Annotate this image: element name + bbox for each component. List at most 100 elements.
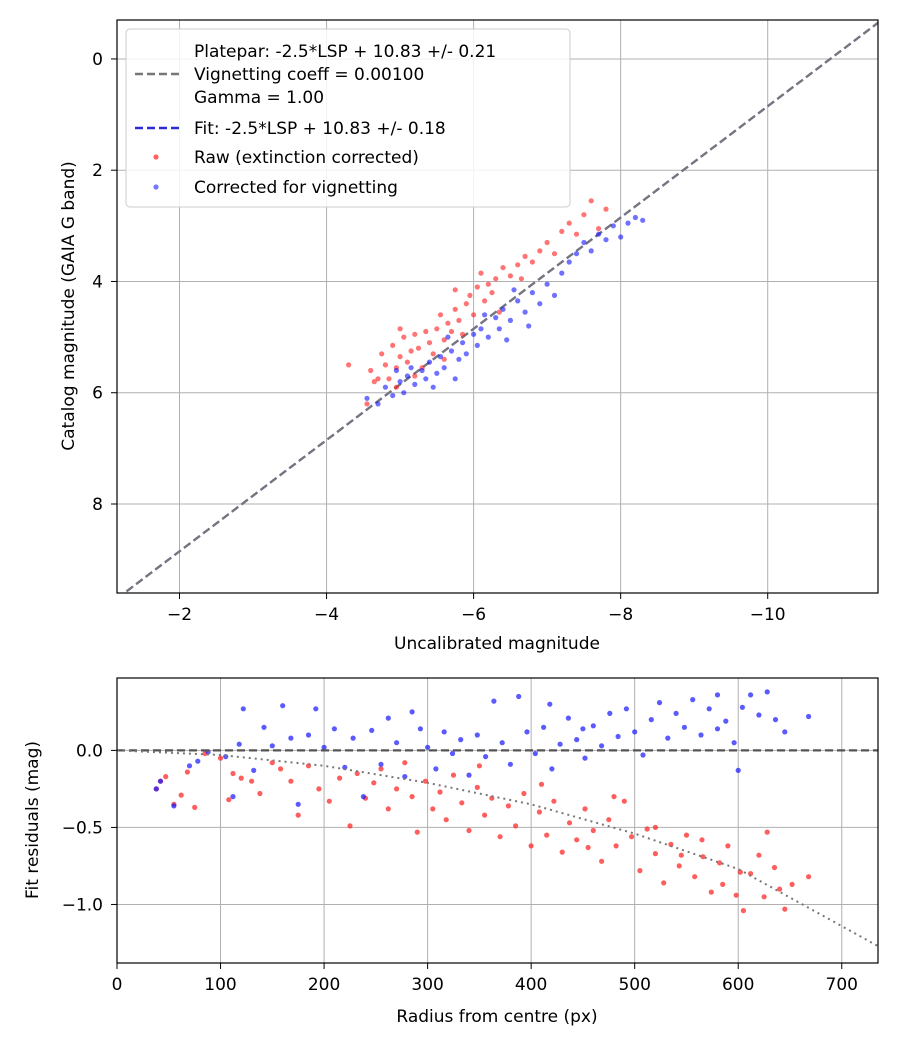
data-point xyxy=(522,309,528,315)
data-point xyxy=(652,824,659,831)
data-point xyxy=(404,373,410,379)
data-point xyxy=(236,741,242,747)
y-tick-label: −1.0 xyxy=(62,895,103,915)
data-point xyxy=(452,306,458,312)
line-vignetting-model xyxy=(117,749,878,947)
data-point xyxy=(610,223,616,229)
data-point xyxy=(566,259,572,265)
x-tick-label: 500 xyxy=(618,975,650,995)
data-point xyxy=(737,869,743,875)
data-point xyxy=(379,351,385,357)
data-point xyxy=(474,784,480,791)
data-point xyxy=(806,874,812,880)
data-point xyxy=(717,860,723,866)
data-point xyxy=(581,212,587,218)
data-point xyxy=(485,334,491,340)
legend-raw-marker xyxy=(153,154,159,160)
bottom-y-axis-label: Fit residuals (mag) xyxy=(23,741,43,899)
data-point xyxy=(493,276,499,282)
data-point xyxy=(382,384,388,390)
data-point xyxy=(544,239,550,246)
data-point xyxy=(360,794,366,800)
line-layer xyxy=(117,749,878,947)
data-point xyxy=(437,354,444,360)
data-point xyxy=(590,723,596,729)
data-point xyxy=(448,348,455,354)
data-point xyxy=(599,743,605,749)
data-point xyxy=(538,781,545,787)
data-point xyxy=(368,367,374,374)
data-point xyxy=(665,735,671,741)
y-tick-label: 8 xyxy=(92,495,103,515)
top-scatter-points xyxy=(346,198,646,407)
bottom-tick-marks: 0 100 200 300 400 500 600 700 0.0 −0.5 −1.0 xyxy=(62,741,858,995)
data-point xyxy=(337,775,343,781)
data-point xyxy=(386,376,392,382)
data-point xyxy=(603,206,609,212)
data-point xyxy=(588,198,594,204)
data-point xyxy=(305,732,312,738)
data-point xyxy=(437,312,444,318)
data-point xyxy=(489,290,495,296)
legend-box xyxy=(125,28,571,208)
data-point xyxy=(723,718,729,724)
data-point xyxy=(238,775,244,781)
data-point xyxy=(423,376,429,382)
data-point xyxy=(261,724,267,730)
data-point xyxy=(585,844,591,851)
data-point xyxy=(714,692,721,698)
data-point xyxy=(288,778,294,784)
legend-corrected-marker xyxy=(153,184,159,190)
data-point xyxy=(621,798,627,804)
data-point xyxy=(720,881,726,888)
data-point xyxy=(452,376,458,382)
data-point xyxy=(371,379,377,385)
data-point xyxy=(566,820,573,826)
data-point xyxy=(378,766,384,772)
data-point xyxy=(565,715,572,721)
data-point xyxy=(528,843,534,849)
data-point xyxy=(230,770,236,777)
series-raw-extinction-corrected xyxy=(153,750,812,914)
y-tick-label: −0.5 xyxy=(62,818,103,838)
data-point xyxy=(385,806,391,812)
data-point xyxy=(393,384,399,390)
data-point xyxy=(471,312,477,318)
data-point xyxy=(456,317,462,323)
data-point xyxy=(412,373,418,379)
data-point xyxy=(499,740,505,746)
data-point xyxy=(756,852,762,858)
data-point xyxy=(482,312,488,318)
data-point xyxy=(375,376,381,382)
top-x-axis-label: Uncalibrated magnitude xyxy=(394,634,600,654)
data-point xyxy=(452,287,458,293)
x-tick-label: 600 xyxy=(722,975,754,995)
data-point xyxy=(316,786,322,792)
data-point xyxy=(369,727,375,734)
bottom-grid xyxy=(116,678,878,963)
data-point xyxy=(529,259,536,265)
y-tick-label: 4 xyxy=(92,272,103,292)
data-point xyxy=(632,214,639,221)
data-point xyxy=(524,729,530,735)
data-point xyxy=(559,228,565,234)
data-point xyxy=(474,732,480,738)
data-point xyxy=(507,273,513,279)
data-point xyxy=(378,761,384,767)
data-point xyxy=(532,750,538,757)
data-point xyxy=(536,809,543,815)
top-y-axis-label: Catalog magnitude (GAIA G band) xyxy=(59,161,79,451)
data-point xyxy=(698,732,704,738)
data-point xyxy=(725,843,731,849)
x-tick-label: 100 xyxy=(204,975,236,995)
series-corrected-for-vignetting xyxy=(364,214,646,407)
data-point xyxy=(500,306,506,312)
data-point xyxy=(430,351,436,357)
data-point xyxy=(511,287,517,293)
data-point xyxy=(280,703,286,709)
data-point xyxy=(463,351,469,357)
data-point xyxy=(409,709,415,715)
data-point xyxy=(547,701,553,707)
data-point xyxy=(690,697,696,703)
